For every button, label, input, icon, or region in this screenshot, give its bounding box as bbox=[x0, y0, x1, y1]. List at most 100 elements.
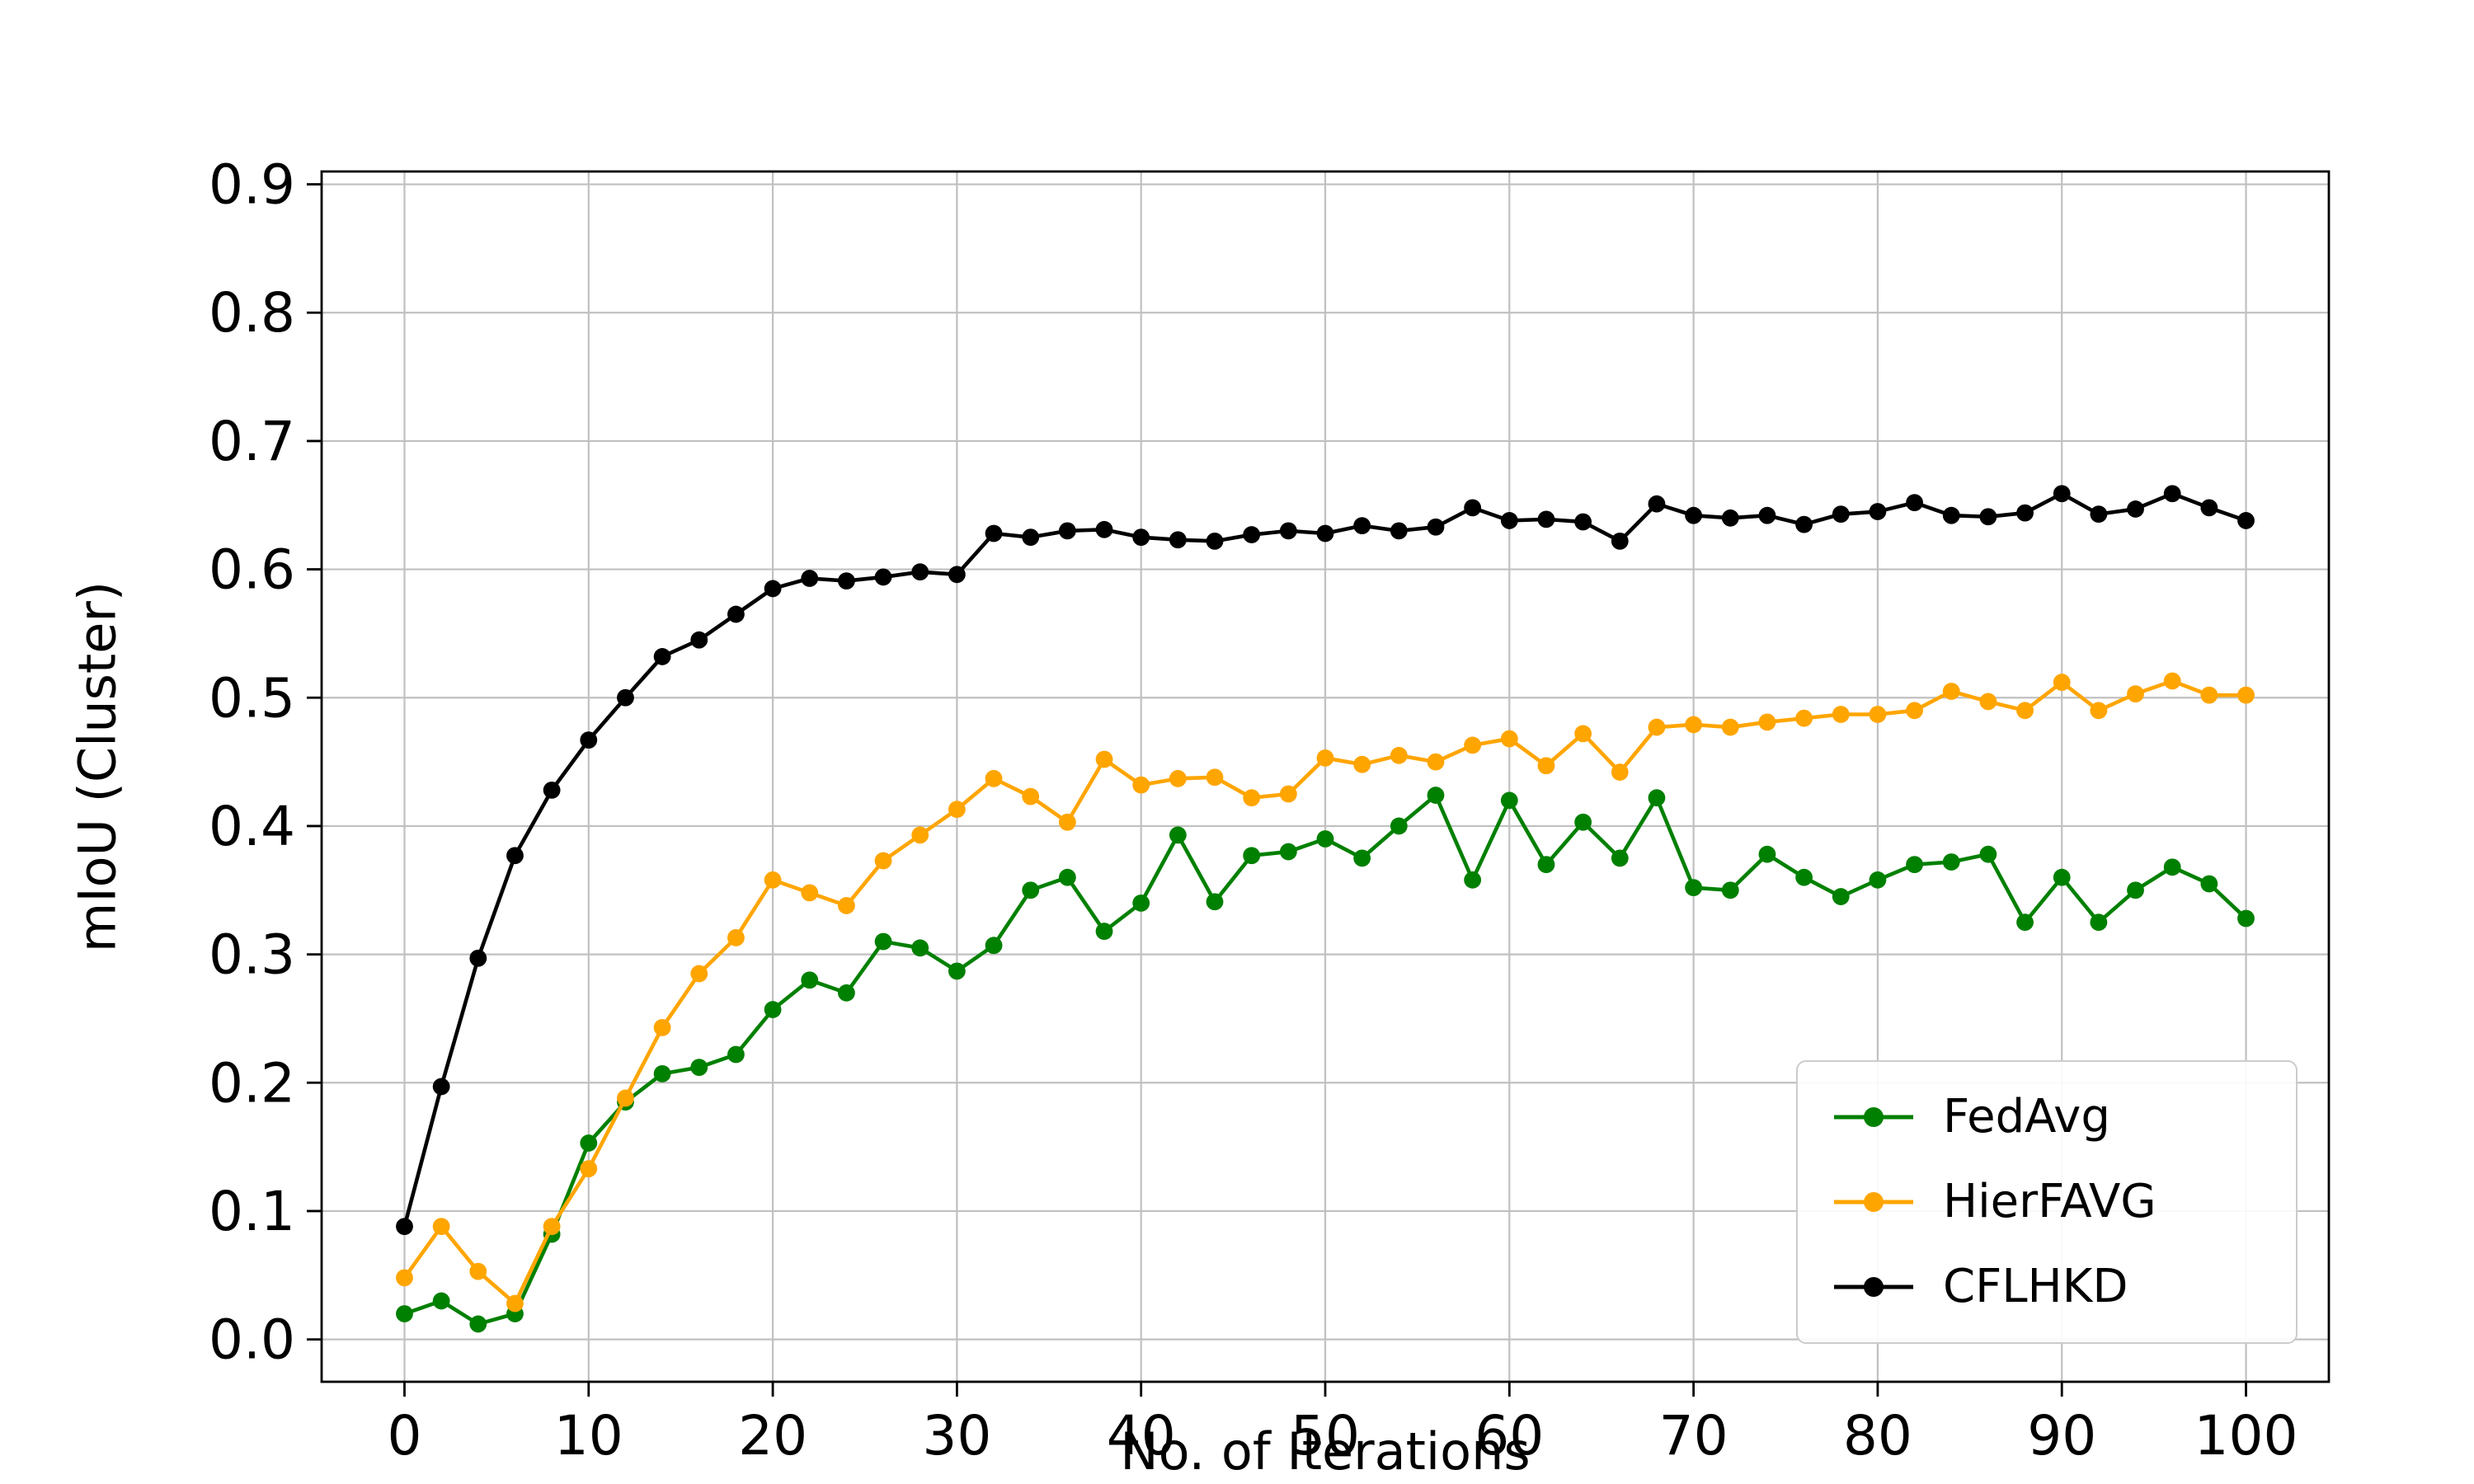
data-point bbox=[1906, 494, 1923, 512]
data-point bbox=[1132, 776, 1150, 794]
data-point bbox=[2016, 913, 2034, 932]
data-point bbox=[1942, 683, 1960, 700]
data-point bbox=[1979, 845, 1997, 863]
data-point bbox=[1795, 709, 1813, 727]
data-point bbox=[1795, 868, 1813, 886]
data-point bbox=[469, 1315, 487, 1333]
data-point bbox=[1942, 506, 1960, 524]
data-point bbox=[727, 1045, 745, 1064]
data-point bbox=[1427, 518, 1445, 536]
data-point bbox=[1648, 718, 1666, 736]
data-point bbox=[1869, 871, 1887, 889]
data-point bbox=[1316, 524, 1334, 542]
legend-line-marker-icon bbox=[1834, 1191, 1913, 1212]
data-point bbox=[1022, 881, 1040, 899]
data-point bbox=[1537, 856, 1555, 874]
data-point bbox=[1611, 849, 1629, 867]
data-point bbox=[1095, 923, 1113, 940]
data-point bbox=[1795, 515, 1813, 533]
legend-line-marker-icon bbox=[1834, 1276, 1913, 1297]
data-point bbox=[1758, 713, 1776, 731]
data-point bbox=[1206, 893, 1224, 911]
data-point bbox=[2090, 702, 2108, 720]
data-point bbox=[1685, 506, 1703, 524]
data-point bbox=[1832, 888, 1850, 905]
y-tick-label: 0.3 bbox=[209, 923, 295, 987]
data-point bbox=[506, 1294, 524, 1313]
y-tick-label: 0.7 bbox=[209, 410, 295, 473]
legend: FedAvg HierFAVG CFLHKD bbox=[1796, 1060, 2298, 1344]
data-point bbox=[911, 826, 929, 844]
y-tick-label: 0.5 bbox=[209, 666, 295, 730]
data-point bbox=[838, 572, 855, 589]
data-point bbox=[2053, 868, 2071, 886]
data-point bbox=[543, 781, 561, 799]
data-point bbox=[1058, 813, 1076, 831]
data-point bbox=[1611, 763, 1629, 781]
data-point bbox=[1500, 730, 1518, 748]
data-point bbox=[1537, 757, 1555, 775]
data-point bbox=[1758, 845, 1776, 863]
data-point bbox=[1979, 693, 1997, 711]
data-point bbox=[838, 897, 855, 914]
y-tick-label: 0.0 bbox=[209, 1308, 295, 1372]
data-point bbox=[617, 688, 634, 707]
data-point bbox=[1427, 787, 1445, 804]
data-point bbox=[1537, 510, 1555, 528]
data-point bbox=[580, 1160, 598, 1177]
x-tick-label: 90 bbox=[2027, 1404, 2096, 1468]
data-point bbox=[1464, 499, 1482, 517]
data-point bbox=[1648, 495, 1666, 513]
data-point bbox=[1058, 522, 1076, 540]
data-point bbox=[1979, 508, 1997, 526]
data-point bbox=[874, 568, 892, 586]
data-point bbox=[1316, 749, 1334, 767]
data-point bbox=[1869, 503, 1887, 520]
data-point bbox=[911, 563, 929, 581]
data-point bbox=[690, 631, 708, 649]
y-tick-label: 0.4 bbox=[209, 795, 295, 858]
data-point bbox=[1721, 509, 1739, 527]
data-point bbox=[2053, 485, 2071, 503]
data-point bbox=[1500, 512, 1518, 529]
data-point bbox=[1095, 520, 1113, 538]
data-point bbox=[1169, 769, 1187, 787]
data-point bbox=[469, 1262, 487, 1280]
data-point bbox=[617, 1089, 634, 1107]
data-point bbox=[1869, 706, 1887, 723]
data-point bbox=[2053, 674, 2071, 691]
data-point bbox=[874, 932, 892, 951]
data-point bbox=[2090, 913, 2108, 932]
data-point bbox=[2163, 485, 2181, 503]
data-point bbox=[1169, 531, 1187, 549]
data-point bbox=[727, 605, 745, 623]
data-point bbox=[764, 1001, 782, 1018]
data-point bbox=[1942, 853, 1960, 871]
data-point bbox=[1685, 716, 1703, 734]
data-point bbox=[1685, 879, 1703, 897]
data-point bbox=[1906, 856, 1923, 874]
data-point bbox=[1279, 522, 1297, 540]
y-axis-label: mIoU (Cluster) bbox=[67, 580, 128, 953]
x-tick-label: 60 bbox=[1475, 1404, 1544, 1468]
data-point bbox=[2237, 512, 2255, 529]
data-point bbox=[1058, 868, 1076, 886]
data-point bbox=[396, 1269, 413, 1287]
legend-label-hierfavg: HierFAVG bbox=[1943, 1174, 2157, 1228]
series-fedavg bbox=[396, 787, 2255, 1333]
data-point bbox=[727, 928, 745, 946]
data-point bbox=[1206, 768, 1224, 787]
data-point bbox=[1574, 725, 1592, 743]
legend-item-hierfavg: HierFAVG bbox=[1832, 1174, 2261, 1228]
series-hierfavg bbox=[396, 672, 2255, 1313]
data-point bbox=[1611, 532, 1629, 550]
data-point bbox=[1390, 817, 1408, 835]
data-point bbox=[2090, 505, 2108, 524]
data-point bbox=[396, 1305, 413, 1322]
data-point bbox=[1574, 513, 1592, 531]
data-point bbox=[2237, 909, 2255, 928]
data-point bbox=[580, 1134, 598, 1152]
data-point bbox=[1906, 702, 1923, 720]
y-tick-label: 0.2 bbox=[209, 1051, 295, 1115]
data-point bbox=[764, 871, 782, 889]
